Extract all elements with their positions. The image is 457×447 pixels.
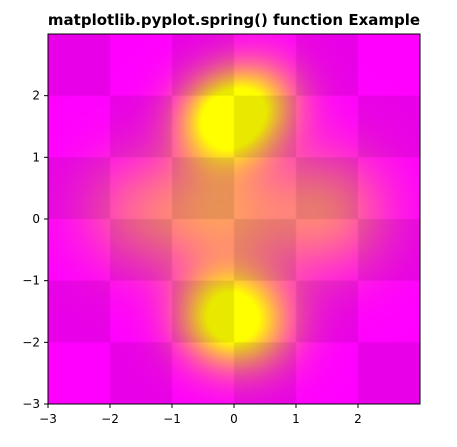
- x-tick-label: 1: [292, 412, 300, 426]
- y-tick-label: −2: [22, 335, 40, 349]
- x-tick-label: 2: [354, 412, 362, 426]
- x-axis: −3 −2 −1 0 1 2: [39, 404, 362, 426]
- x-tick-label: 0: [230, 412, 238, 426]
- heatmap-image: [48, 34, 420, 404]
- y-tick-label: −1: [22, 274, 40, 288]
- y-tick-label: 0: [32, 212, 40, 226]
- x-tick-label: −2: [101, 412, 119, 426]
- chart-title: matplotlib.pyplot.spring() function Exam…: [48, 11, 420, 29]
- x-tick-label: −3: [39, 412, 57, 426]
- y-tick-label: −3: [22, 397, 40, 411]
- plot-area: [48, 34, 420, 404]
- y-tick-label: 2: [32, 89, 40, 103]
- y-tick-label: 1: [32, 150, 40, 164]
- x-tick-label: −1: [163, 412, 181, 426]
- y-axis: −3 −2 −1 0 1 2: [22, 89, 48, 411]
